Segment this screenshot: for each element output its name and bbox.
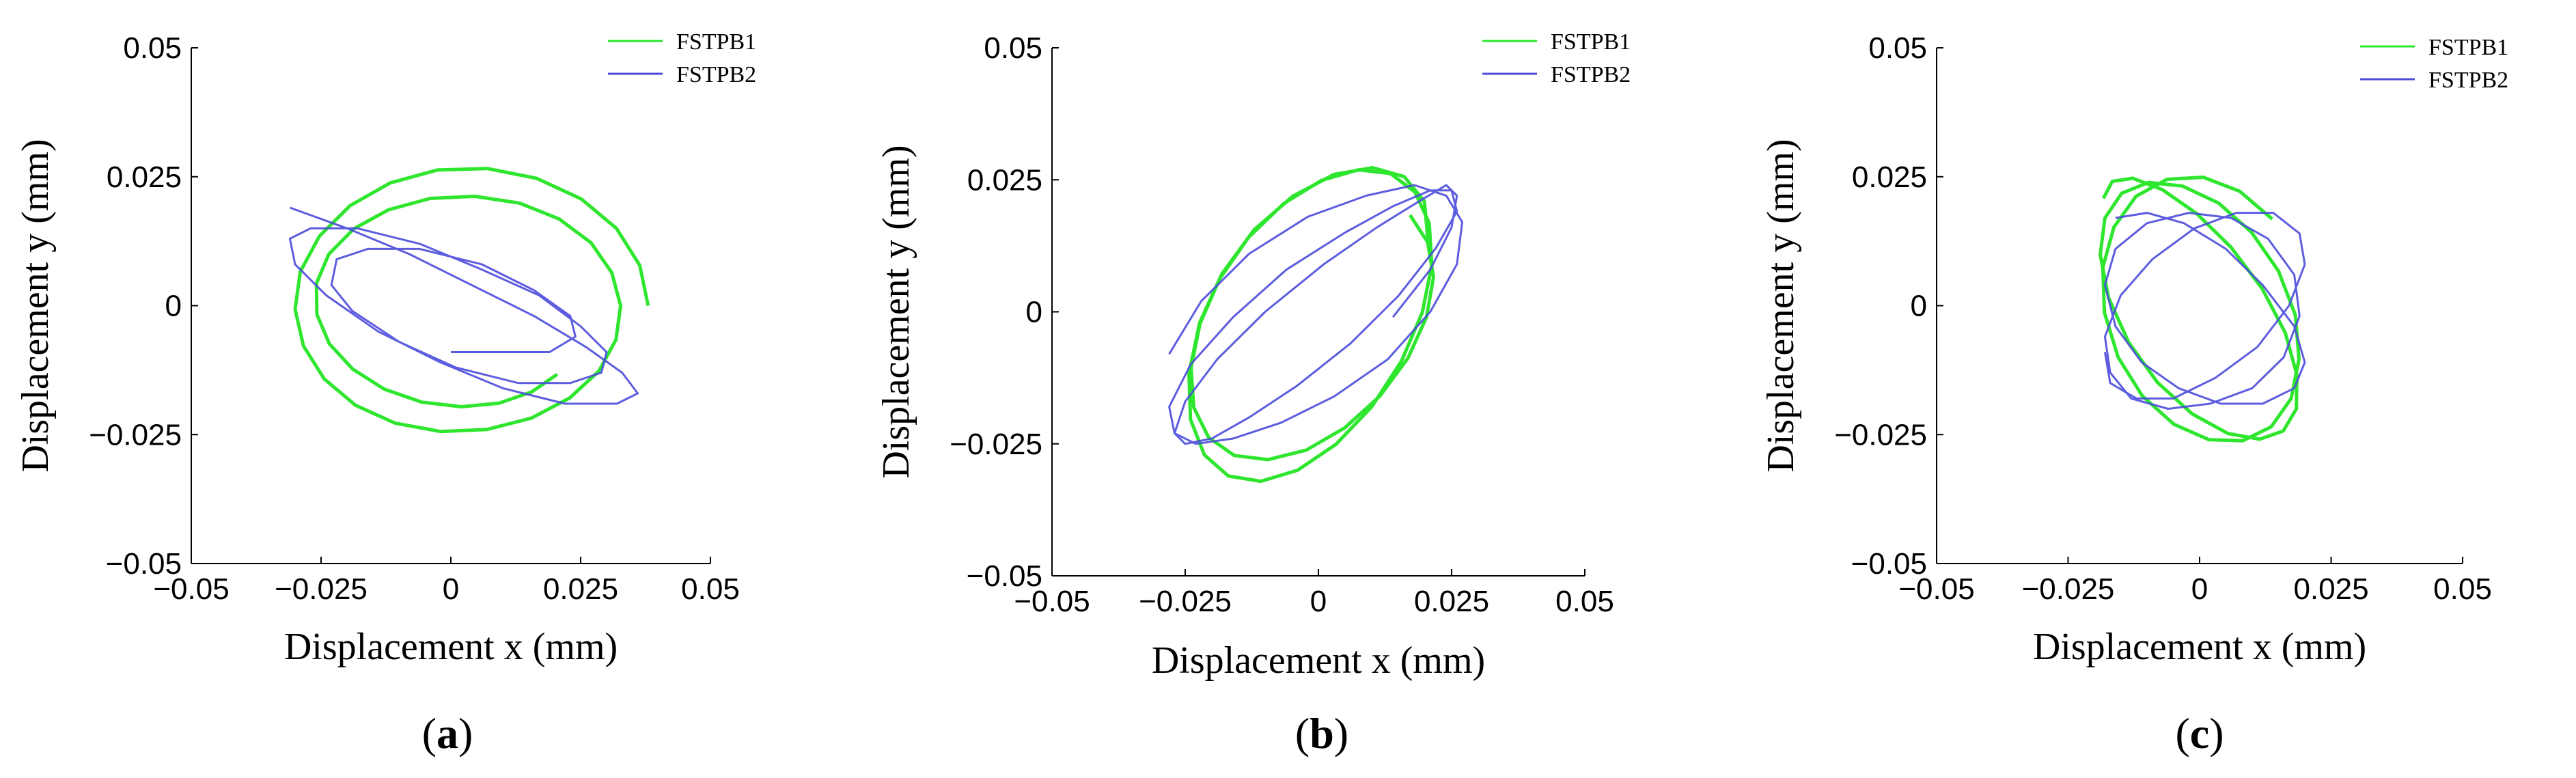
legend-entry-fstpb1: FSTPB1 (676, 29, 756, 55)
x-tick-label: 0.025 (1414, 585, 1489, 618)
y-tick-label: −0.025 (89, 418, 182, 451)
y-tick-label: 0.025 (107, 161, 182, 194)
y-tick-label: 0 (165, 290, 182, 323)
series-line-fstpb1 (2099, 176, 2301, 443)
x-tick-label: 0.025 (2293, 572, 2368, 606)
series-line-fstpb1 (1187, 166, 1435, 484)
panel-label: (c) (2175, 709, 2224, 758)
x-tick-label: 0 (2191, 572, 2208, 606)
x-tick-label: −0.025 (1139, 585, 1232, 618)
y-axis-label: Displacement y (mm) (14, 139, 57, 472)
x-tick-label: 0.025 (543, 572, 618, 606)
series-line-fstpb2 (288, 206, 639, 405)
chart-panel-a: −0.05 −0.025 0 0.025 0.05 −0.05 −0.025 0 0.025 0.… (14, 29, 756, 758)
y-axis-label: Displacement y (mm) (875, 145, 917, 478)
series-line-fstpb2 (1168, 184, 1464, 445)
panel-label: (a) (422, 709, 473, 758)
y-tick-label: 0 (1911, 290, 1927, 323)
y-tick-label: −0.05 (1851, 547, 1927, 581)
x-tick-label: 0 (443, 572, 459, 606)
legend: FSTPB1 FSTPB2 (608, 29, 756, 87)
legend: FSTPB1 FSTPB2 (2360, 35, 2508, 93)
x-tick-label: −0.05 (1898, 572, 1974, 606)
y-tick-label: −0.05 (106, 547, 182, 581)
y-axis-label: Displacement y (mm) (1760, 139, 1802, 472)
y-tick-label: 0.025 (967, 163, 1042, 197)
y-tick-label: 0.05 (984, 31, 1042, 65)
series-line-fstpb1 (293, 167, 650, 434)
x-tick-label: 0.05 (2433, 572, 2492, 606)
legend-entry-fstpb2: FSTPB2 (1551, 62, 1631, 87)
x-tick-label: 0 (1310, 585, 1327, 618)
y-tick-label: −0.025 (1834, 418, 1927, 451)
x-tick-label: 0.05 (681, 572, 740, 606)
x-tick-label: 0.05 (1555, 585, 1614, 618)
y-tick-label: −0.025 (950, 428, 1042, 461)
legend: FSTPB1 FSTPB2 (1482, 29, 1631, 87)
chart-panel-b: −0.05 −0.025 0 0.025 0.05 −0.05 −0.025 0 0.025 0.… (875, 29, 1631, 758)
x-tick-label: −0.025 (2022, 572, 2115, 606)
legend-entry-fstpb2: FSTPB2 (2428, 68, 2508, 93)
y-tick-label: 0.05 (1868, 31, 1927, 65)
y-tick-label: 0 (1026, 296, 1042, 329)
x-tick-label: −0.05 (1014, 585, 1090, 618)
legend-entry-fstpb2: FSTPB2 (676, 62, 756, 87)
x-axis-label: Displacement x (mm) (284, 626, 618, 668)
x-tick-label: −0.05 (153, 572, 229, 606)
legend-entry-fstpb1: FSTPB1 (2428, 35, 2508, 60)
legend-entry-fstpb1: FSTPB1 (1551, 29, 1631, 55)
x-axis-label: Displacement x (mm) (2033, 626, 2366, 668)
y-tick-label: −0.05 (967, 559, 1042, 593)
series-line-fstpb2 (2103, 212, 2306, 410)
x-tick-label: −0.025 (275, 572, 368, 606)
x-axis-label: Displacement x (mm) (1152, 639, 1485, 682)
y-tick-label: 0.025 (1852, 161, 1927, 194)
chart-panel-c: −0.05 −0.025 0 0.025 0.05 −0.05 −0.025 0 0.025 0.… (1760, 31, 2508, 758)
y-tick-label: 0.05 (123, 31, 182, 65)
panel-label: (b) (1295, 709, 1348, 758)
